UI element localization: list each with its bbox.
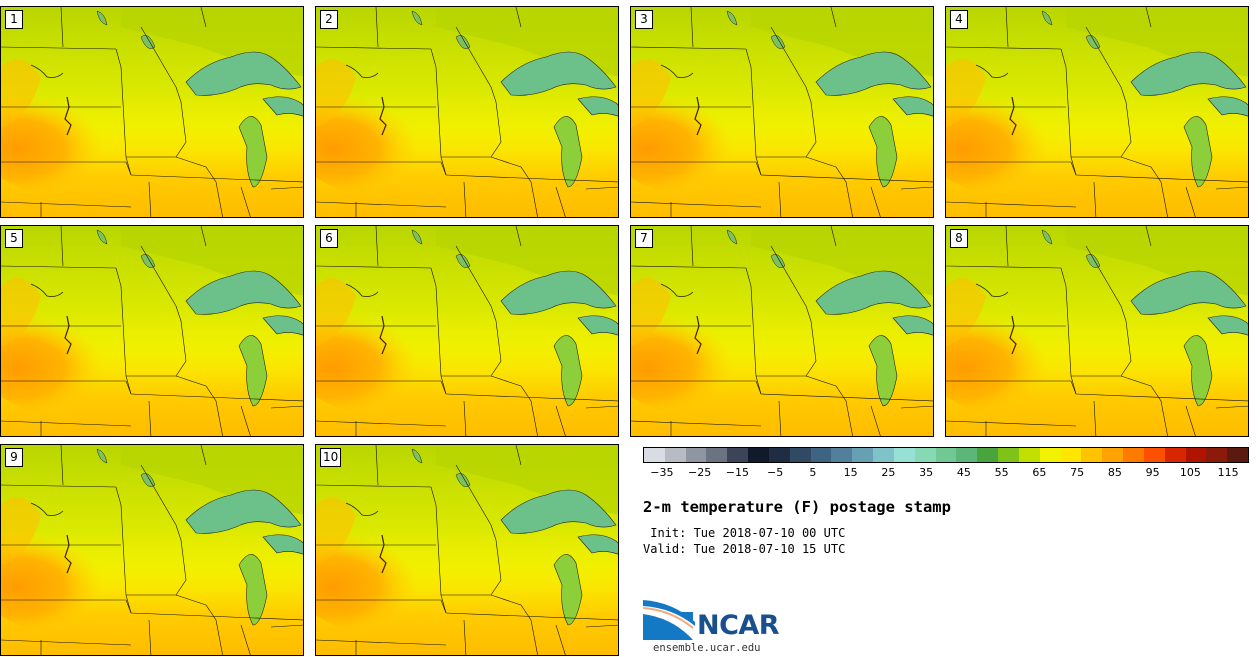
colorbar-bin (644, 448, 665, 462)
colorbar-tick-label: 5 (809, 466, 817, 479)
colorbar-bin (664, 448, 686, 462)
colorbar-bin (706, 448, 728, 462)
panel-label: 9 (5, 448, 23, 467)
map-panel-4: 4 (945, 6, 1249, 218)
valid-time: Valid: Tue 2018-07-10 15 UTC (643, 542, 846, 556)
colorbar-bin (1123, 448, 1144, 462)
panel-label: 2 (320, 10, 338, 29)
panel-label: 3 (635, 10, 653, 29)
map-panel-1: 1 (0, 6, 304, 218)
colorbar-tick-label: 45 (956, 466, 971, 479)
colorbar-bin (1018, 448, 1040, 462)
panel-label: 8 (950, 229, 968, 248)
panel-label: 5 (5, 229, 23, 248)
colorbar-bin (789, 448, 811, 462)
colorbar-bin (727, 448, 749, 462)
map-panel-3: 3 (630, 6, 934, 218)
colorbar-bin (977, 448, 999, 462)
colorbar-bin (998, 448, 1019, 462)
ncar-logo-icon (643, 600, 695, 640)
colorbar-bin (893, 448, 915, 462)
colorbar-tick-label: 115 (1217, 466, 1239, 479)
colorbar-tick-label: −35 (650, 466, 674, 479)
colorbar-tick-label: −5 (767, 466, 784, 479)
colorbar-bin (852, 448, 874, 462)
colorbar-bin (810, 448, 832, 462)
ncar-logo-text: NCAR (697, 610, 780, 641)
colorbar-tick-label: 95 (1145, 466, 1160, 479)
colorbar-tick-label: 55 (994, 466, 1009, 479)
colorbar-tick-label: 75 (1070, 466, 1085, 479)
map-panel-6: 6 (315, 225, 619, 437)
colorbar-bin (956, 448, 978, 462)
panel-label: 7 (635, 229, 653, 248)
panel-label: 4 (950, 10, 968, 29)
colorbar-bin (1039, 448, 1061, 462)
colorbar-tick-label: 15 (843, 466, 858, 479)
colorbar-tick-label: 85 (1107, 466, 1122, 479)
colorbar-bin (1185, 448, 1207, 462)
colorbar-bin (1060, 448, 1082, 462)
colorbar-tick-label: 65 (1032, 466, 1047, 479)
colorbar-bin (914, 448, 936, 462)
map-panel-9: 9 (0, 444, 304, 656)
colorbar-tick-label: −25 (688, 466, 712, 479)
colorbar-bin (1206, 448, 1228, 462)
colorbar-bin (748, 448, 769, 462)
colorbar-tick-label: 35 (919, 466, 934, 479)
panel-label: 1 (5, 10, 23, 29)
panel-label: 6 (320, 229, 338, 248)
colorbar-bin (768, 448, 790, 462)
colorbar (643, 447, 1249, 463)
map-panel-5: 5 (0, 225, 304, 437)
colorbar-bin (1102, 448, 1124, 462)
colorbar-bin (935, 448, 957, 462)
colorbar-bin (873, 448, 894, 462)
colorbar-bin (1081, 448, 1103, 462)
colorbar-tick-label: 105 (1179, 466, 1201, 479)
chart-title: 2-m temperature (F) postage stamp (643, 498, 951, 516)
map-panel-10: 10 (315, 444, 619, 656)
map-panel-8: 8 (945, 225, 1249, 437)
colorbar-bin (1227, 448, 1249, 462)
map-panel-2: 2 (315, 6, 619, 218)
panel-label: 10 (320, 448, 342, 467)
colorbar-bin (831, 448, 853, 462)
colorbar-bin (1164, 448, 1186, 462)
init-time: Init: Tue 2018-07-10 00 UTC (643, 526, 846, 540)
colorbar-bin (1143, 448, 1165, 462)
colorbar-bin (685, 448, 707, 462)
map-panel-7: 7 (630, 225, 934, 437)
site-url: ensemble.ucar.edu (653, 642, 761, 654)
colorbar-tick-label: −15 (725, 466, 749, 479)
colorbar-ticks: −35 −25 −15 −5 5 15 25 35 45 55 65 75 85 95 105 115 (643, 466, 1247, 482)
colorbar-tick-label: 25 (881, 466, 896, 479)
